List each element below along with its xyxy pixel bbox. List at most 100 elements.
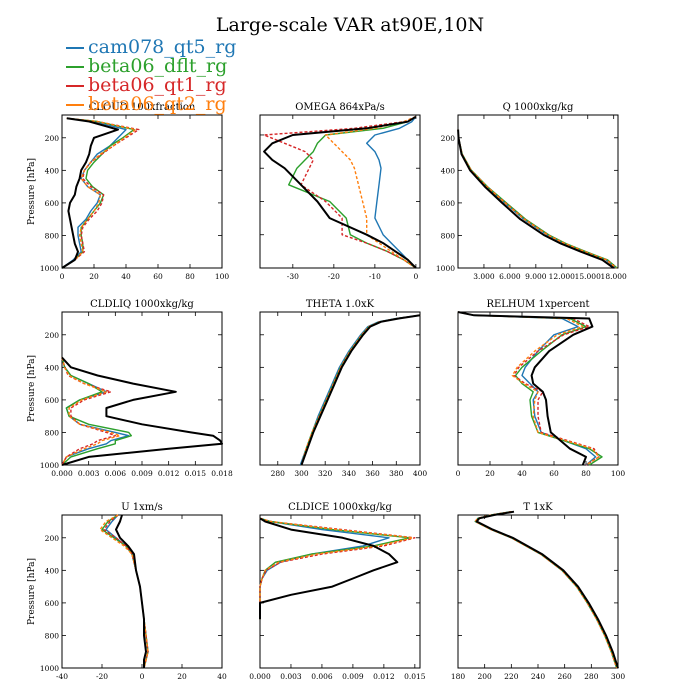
x-tick-label: 40 bbox=[121, 272, 131, 281]
series-line bbox=[61, 117, 137, 269]
x-tick-label: 12.000 bbox=[549, 272, 575, 281]
x-tick-label: 240 bbox=[531, 672, 546, 681]
x-tick-label: 40 bbox=[217, 672, 227, 681]
x-tick-label: 0.000 bbox=[249, 672, 271, 681]
legend-swatch bbox=[66, 85, 84, 87]
plot-frame bbox=[61, 311, 223, 466]
x-tick-label: -40 bbox=[56, 672, 68, 681]
x-tick-label: 6.000 bbox=[499, 272, 521, 281]
legend-item: beta06_qt2_rg bbox=[66, 95, 236, 114]
chart-panel: T 1xK 180 200 220 240 260 280 300 bbox=[451, 502, 626, 681]
legend-swatch bbox=[66, 104, 84, 106]
x-tick-label: 20 bbox=[177, 672, 187, 681]
x-tick-label: 80 bbox=[581, 469, 591, 478]
x-tick-label: 300 bbox=[294, 469, 309, 478]
x-tick-label: 0.006 bbox=[311, 672, 333, 681]
series-line bbox=[474, 511, 618, 669]
series-line bbox=[457, 129, 618, 269]
x-tick-label: 300 bbox=[611, 672, 626, 681]
y-axis-label: Pressure [hPa] bbox=[27, 158, 37, 225]
x-tick-label: 20 bbox=[485, 469, 495, 478]
plot-frame bbox=[457, 311, 619, 466]
series-line bbox=[366, 116, 417, 269]
series-line bbox=[259, 517, 399, 620]
series-line bbox=[457, 311, 594, 466]
chart-title: RELHUM 1xpercent bbox=[486, 299, 589, 310]
x-tick-label: -20 bbox=[96, 672, 108, 681]
series-line bbox=[474, 511, 618, 669]
series-line bbox=[457, 311, 600, 466]
x-tick-label: 0 bbox=[456, 469, 461, 478]
y-tick-label: 800 bbox=[441, 231, 456, 240]
x-tick-label: 15.000 bbox=[575, 272, 601, 281]
chart-title: Q 1000xkg/kg bbox=[503, 102, 574, 113]
x-tick-label: 0.000 bbox=[51, 469, 73, 478]
legend-label: cam078_qt5_rg bbox=[88, 36, 237, 58]
x-tick-label: 280 bbox=[584, 672, 599, 681]
series-line bbox=[457, 311, 603, 466]
series-line bbox=[115, 514, 147, 668]
chart-panel: RELHUM 1xpercent 0 20 40 60 80 100 bbox=[456, 299, 626, 478]
y-tick-label: 400 bbox=[45, 363, 60, 372]
x-tick-label: 380 bbox=[389, 469, 404, 478]
x-tick-label: 0.018 bbox=[211, 469, 233, 478]
y-tick-label: 400 bbox=[441, 166, 456, 175]
plot-frame bbox=[61, 114, 223, 269]
x-tick-label: 80 bbox=[185, 272, 195, 281]
x-tick-label: 20 bbox=[89, 272, 99, 281]
y-tick-label: 600 bbox=[45, 599, 60, 608]
plot-frame bbox=[259, 114, 421, 269]
series-line bbox=[457, 129, 617, 269]
x-tick-label: 0 bbox=[60, 272, 65, 281]
series-line bbox=[457, 129, 615, 269]
series-line bbox=[61, 117, 127, 269]
chart-panel: CLOUD 100xfraction 0 20 40 60 80 100 200 400 600 8… bbox=[27, 102, 229, 281]
x-tick-label: 0.012 bbox=[373, 672, 395, 681]
y-tick-label: 600 bbox=[45, 396, 60, 405]
series-line bbox=[474, 511, 618, 669]
legend-swatch bbox=[66, 47, 84, 49]
series-line bbox=[61, 356, 223, 466]
chart-title: THETA 1.0xK bbox=[306, 299, 375, 310]
y-tick-label: 1000 bbox=[40, 264, 59, 273]
x-tick-label: 60 bbox=[153, 272, 163, 281]
y-tick-label: 200 bbox=[441, 134, 456, 143]
plot-frame bbox=[259, 311, 421, 466]
series-line bbox=[263, 116, 417, 269]
chart-panel: CLDICE 1000xkg/kg 0.000 0.003 0.006 0.009 0.0… bbox=[249, 502, 426, 681]
plot-frame bbox=[457, 114, 619, 269]
x-tick-label: -20 bbox=[328, 272, 340, 281]
chart-panel: CLDLIQ 1000xkg/kg 0.000 0.003 0.006 0.009 0.0… bbox=[27, 299, 233, 478]
legend-label: beta06_dflt_rg bbox=[88, 55, 228, 77]
y-tick-label: 1000 bbox=[40, 461, 59, 470]
x-tick-label: 320 bbox=[318, 469, 333, 478]
chart-title: CLDICE 1000xkg/kg bbox=[288, 502, 392, 513]
legend-item: beta06_dflt_rg bbox=[66, 57, 236, 76]
series-line bbox=[103, 514, 149, 669]
legend-label: beta06_qt2_rg bbox=[88, 93, 227, 115]
y-tick-label: 400 bbox=[45, 566, 60, 575]
series-line bbox=[259, 517, 416, 620]
series-line bbox=[475, 510, 619, 669]
x-tick-label: 0.006 bbox=[105, 469, 127, 478]
plot-frame bbox=[457, 514, 619, 669]
series-line bbox=[259, 517, 411, 620]
x-tick-label: 60 bbox=[549, 469, 559, 478]
chart-title: CLDLIQ 1000xkg/kg bbox=[90, 299, 194, 310]
chart-panel: THETA 1.0xK 280 300 320 340 360 380 400 bbox=[259, 299, 427, 478]
chart-panel: Q 1000xkg/kg3.000 6.000 9.000 12.000 15.000 1… bbox=[436, 102, 627, 281]
y-tick-label: 400 bbox=[45, 166, 60, 175]
y-tick-label: 200 bbox=[45, 134, 60, 143]
legend-swatch bbox=[66, 66, 84, 68]
y-tick-label: 1000 bbox=[40, 664, 59, 673]
legend: cam078_qt5_rg beta06_dflt_rg beta06_qt1_… bbox=[66, 38, 236, 114]
legend-item: beta06_qt1_rg bbox=[66, 76, 236, 95]
x-tick-label: 100 bbox=[611, 469, 626, 478]
series-line bbox=[99, 514, 149, 669]
y-tick-label: 1000 bbox=[436, 264, 455, 273]
chart-title: U 1xm/s bbox=[121, 502, 163, 513]
series-line bbox=[61, 117, 119, 269]
x-tick-label: -30 bbox=[287, 272, 299, 281]
x-tick-label: 0.003 bbox=[78, 469, 100, 478]
y-tick-label: 800 bbox=[45, 428, 60, 437]
